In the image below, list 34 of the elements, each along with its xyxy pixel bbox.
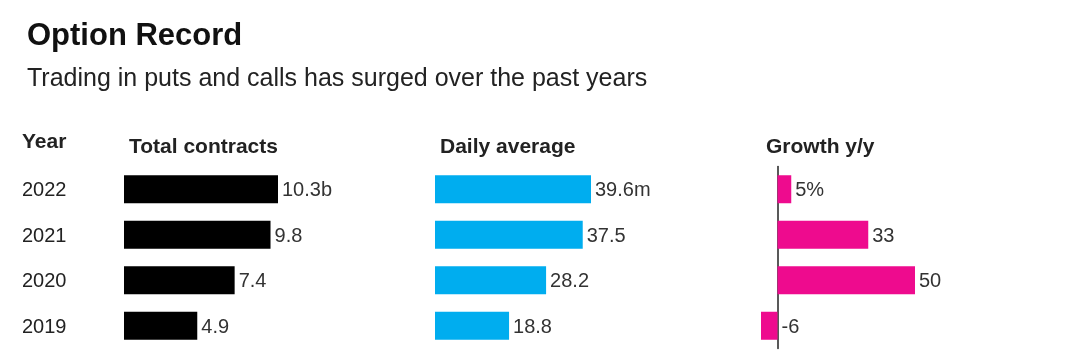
chart-title: Daily average (440, 134, 576, 157)
data-label: -6 (781, 314, 800, 337)
bar (435, 311, 510, 340)
chart-title: Growth y/y (766, 134, 875, 157)
data-label: 39.6m (595, 178, 651, 201)
bar (124, 220, 271, 249)
data-label: 4.9 (201, 314, 230, 337)
y-tick-label: 2019 (22, 314, 67, 337)
data-label: 50 (919, 269, 942, 292)
data-label: 37.5 (586, 223, 626, 246)
bar (777, 220, 869, 249)
data-label: 5% (795, 178, 825, 201)
data-label: 33 (872, 223, 895, 246)
data-label: 28.2 (550, 269, 590, 292)
bar (777, 175, 792, 204)
bar (124, 175, 278, 204)
bar (435, 266, 547, 295)
data-label: 9.8 (274, 223, 303, 246)
bar (435, 220, 583, 249)
bar (124, 266, 235, 295)
y-tick-label: 2022 (22, 178, 67, 201)
bar (435, 175, 591, 204)
y-tick-label: 2021 (22, 223, 67, 246)
text: Option Record (27, 17, 243, 52)
chart-title: Total contracts (129, 134, 278, 157)
text: Trading in puts and calls has surged over the past years (27, 62, 648, 91)
bar (761, 311, 778, 340)
bar (777, 266, 915, 295)
y-tick-label: 2020 (22, 269, 67, 292)
y-axis-title: Year (22, 129, 67, 152)
bar (124, 311, 198, 340)
data-label: 7.4 (238, 269, 267, 292)
data-label: 18.8 (513, 314, 552, 337)
data-label: 10.3b (282, 178, 333, 201)
